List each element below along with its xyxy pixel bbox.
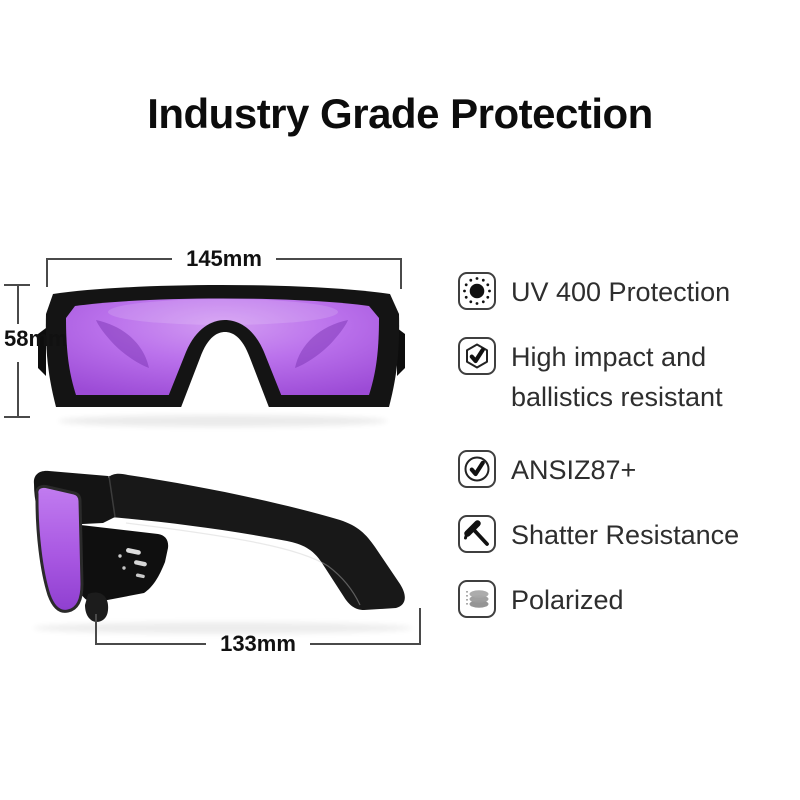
- feature-label: Shatter Resistance: [511, 520, 740, 550]
- side-view-shadow: [33, 622, 413, 634]
- width-dimension-tick-right: [400, 259, 402, 289]
- feature-shatter-resistance: Shatter Resistance: [458, 515, 739, 555]
- temple-dimension-label: 133mm: [220, 631, 296, 656]
- temple-dimension-line: 133mm: [95, 631, 421, 657]
- side-wing-right: [397, 328, 405, 376]
- page-title: Industry Grade Protection: [147, 90, 653, 137]
- width-dimension-label: 145mm: [186, 246, 262, 271]
- side-shield: [72, 524, 169, 603]
- vent-holes: [118, 548, 147, 579]
- front-view-shadow: [58, 415, 388, 427]
- circle-check-icon: [458, 450, 496, 488]
- lens-highlight: [108, 299, 338, 325]
- feature-label: High impact and ballistics resistant: [511, 342, 723, 412]
- sunglasses-front-view: [28, 268, 413, 433]
- feature-label: UV 400 Protection: [511, 277, 731, 307]
- sunglasses-side-view: [8, 456, 438, 641]
- temple-dimension-tick-left: [95, 614, 97, 644]
- hexagon-check-icon: [458, 337, 496, 375]
- sunglasses-front-illustration: [38, 285, 405, 427]
- feature-impact-resistant: High impact and ballistics resistant: [458, 337, 793, 417]
- feature-label: Polarized: [511, 585, 624, 615]
- lens-reflection-right: [295, 320, 348, 368]
- sunglasses-side-illustration: [33, 470, 413, 634]
- feature-uv-protection: UV 400 Protection: [458, 272, 730, 312]
- height-dimension-tick-bottom: [4, 416, 30, 418]
- side-wing-left: [38, 328, 46, 376]
- feature-polarized: Polarized: [458, 580, 624, 620]
- temple-arm: [108, 473, 405, 610]
- height-dimension-line-top: [17, 286, 19, 324]
- temple-dimension: 133mm: [95, 600, 421, 658]
- lens-reflection-left: [96, 320, 149, 368]
- height-dimension-line-bottom: [17, 362, 19, 416]
- feature-label: ANSIZ87+: [511, 455, 637, 485]
- feature-ansi-z87: ANSIZ87+: [458, 450, 636, 490]
- hammer-icon: [458, 515, 496, 553]
- height-dimension-tick-top: [4, 284, 30, 286]
- side-lens: [35, 484, 84, 613]
- width-dimension-tick-left: [46, 259, 48, 287]
- nose-hook: [85, 592, 109, 622]
- temple-highlight: [125, 522, 361, 606]
- nose-bridge-cutout: [180, 332, 270, 410]
- hinge-seam: [108, 475, 116, 518]
- polarized-lens-icon: [458, 580, 496, 618]
- width-dimension-line: 145mm: [46, 246, 402, 272]
- sun-uv-icon: [458, 272, 496, 310]
- height-dimension: 58mm: [4, 284, 68, 418]
- width-dimension: 145mm: [46, 246, 402, 289]
- temple-dimension-tick-right: [419, 608, 421, 644]
- height-dimension-label: 58mm: [4, 326, 68, 351]
